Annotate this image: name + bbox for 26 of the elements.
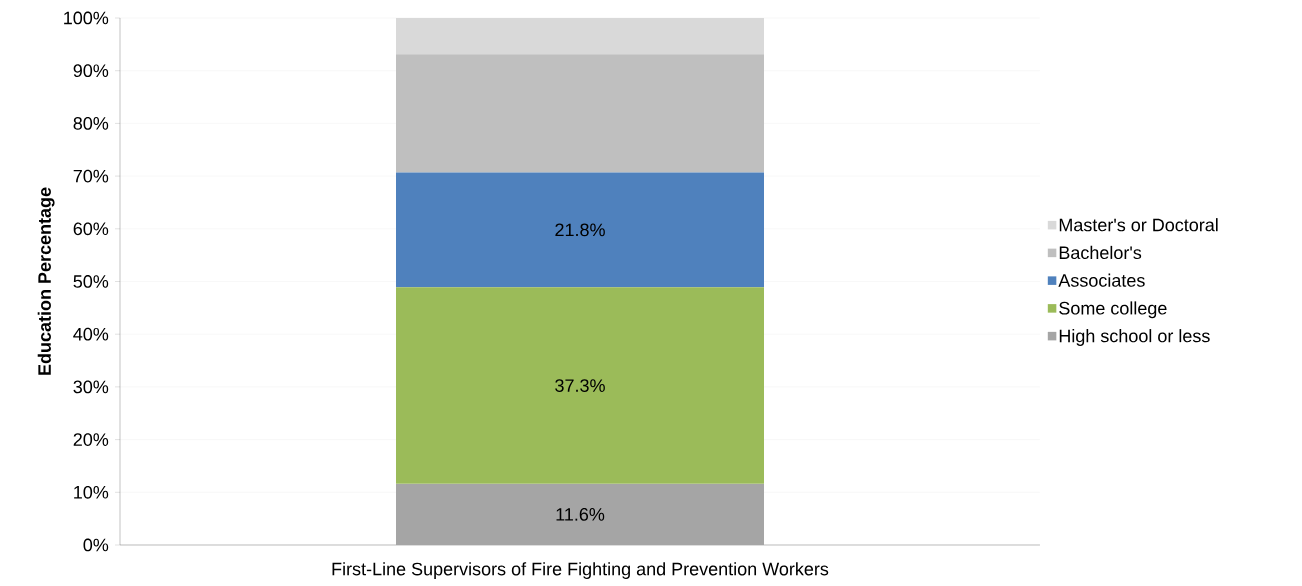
bar — [396, 287, 764, 484]
data-label: 37.3% — [555, 379, 605, 392]
x-tick-label: First-Line Supervisors of Fire Fighting and Prevention Workers — [332, 562, 829, 579]
y-tick-label: 20% — [73, 433, 109, 446]
legend-label: High school or less — [1059, 329, 1210, 346]
y-tick-label: 40% — [73, 327, 109, 341]
legend-label: Some college — [1059, 301, 1167, 319]
y-tick-label: 0% — [83, 538, 109, 552]
bar — [396, 483, 764, 545]
y-tick-label: 100% — [64, 11, 109, 25]
y-tick-label: 80% — [73, 117, 109, 130]
y-tick-label: 90% — [73, 64, 109, 78]
y-axis-title: Education Percentage — [37, 187, 55, 375]
legend-label: Associates — [1058, 273, 1145, 287]
y-tick-label: 50% — [73, 275, 109, 288]
legend-label: Master's or Doctoral — [1059, 218, 1218, 232]
bar — [396, 17, 764, 55]
y-tick-label: 30% — [73, 380, 109, 394]
y-tick-label: 60% — [73, 222, 109, 236]
y-tick-label: 70% — [73, 169, 109, 183]
data-label: 11.6% — [556, 508, 605, 521]
bar — [396, 54, 764, 173]
legend-label: Bachelor's — [1059, 245, 1142, 260]
data-label: 21.8% — [555, 223, 605, 237]
bar — [396, 172, 764, 288]
y-tick-label: 10% — [74, 485, 109, 499]
